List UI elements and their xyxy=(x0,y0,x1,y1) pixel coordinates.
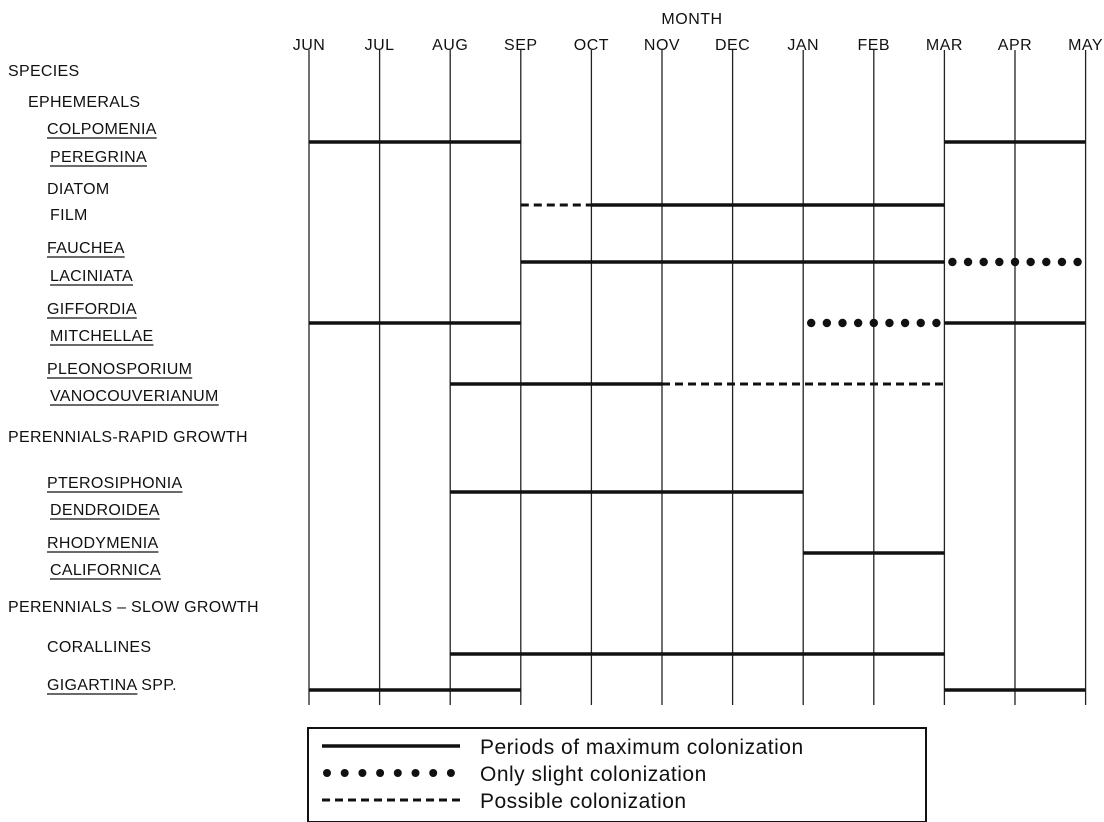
colonization-dot xyxy=(1073,257,1082,267)
colonization-dot xyxy=(948,257,957,267)
month-label-dec: DEC xyxy=(715,37,750,54)
month-label-nov: NOV xyxy=(644,37,680,54)
species-label-line: DIATOM xyxy=(47,181,110,198)
y-axis-title: SPECIES xyxy=(8,63,79,80)
legend-dot xyxy=(358,769,367,777)
group-label: PERENNIALS-RAPID GROWTH xyxy=(8,429,248,446)
legend-box xyxy=(307,727,927,822)
month-label-jun: JUN xyxy=(293,37,326,54)
month-label-jul: JUL xyxy=(365,37,395,54)
legend-dot xyxy=(411,769,420,777)
colonization-dot xyxy=(822,318,832,328)
species-label-line: COLPOMENIA xyxy=(47,121,157,138)
month-label-apr: APR xyxy=(998,37,1032,54)
colonization-dot xyxy=(885,318,894,328)
colonization-periods xyxy=(309,140,1086,692)
legend-dot xyxy=(376,769,385,777)
colonization-dot xyxy=(963,257,973,267)
species-label-line: FILM xyxy=(50,207,88,224)
x-axis-title: MONTH xyxy=(661,11,722,28)
legend-dot xyxy=(393,769,402,777)
group-label: PERENNIALS – SLOW GROWTH xyxy=(8,599,259,616)
species-label-line: GIFFORDIA xyxy=(47,301,137,318)
species-label-line: VANOCOUVERIANUM xyxy=(50,388,219,405)
legend: Periods of maximum colonization Only slig… xyxy=(307,727,927,822)
legend-dotted-sample xyxy=(323,769,455,777)
colonization-dot xyxy=(869,318,878,328)
colonization-dot xyxy=(916,318,925,328)
month-label-feb: FEB xyxy=(857,37,890,54)
month-label-sep: SEP xyxy=(504,37,538,54)
colonization-dot xyxy=(1042,257,1051,267)
species-label-line: GIGARTINA SPP. xyxy=(47,677,177,694)
colonization-dot xyxy=(1057,257,1067,267)
month-label-oct: OCT xyxy=(574,37,609,54)
legend-dot xyxy=(446,769,455,777)
legend-label-dotted: Only slight colonization xyxy=(480,763,707,786)
colonization-dot xyxy=(979,257,988,267)
species-label-line: FAUCHEA xyxy=(47,240,125,257)
colonization-dot xyxy=(1010,257,1020,267)
species-label-line: RHODYMENIA xyxy=(47,535,158,552)
month-labels: JUN JUL AUG SEP OCT NOV DEC JAN FEB MAR APR MAY xyxy=(293,37,1103,54)
legend-dot xyxy=(340,769,349,777)
species-labels: EPHEMERALS COLPOMENIA PEREGRINA DIATOM FILM F… xyxy=(8,94,259,695)
species-label-line: LACINIATA xyxy=(50,268,133,285)
colonization-dot xyxy=(932,318,941,328)
month-label-jan: JAN xyxy=(787,37,819,54)
month-gridlines xyxy=(308,50,1087,705)
month-label-aug: AUG xyxy=(432,37,468,54)
colonization-dot xyxy=(807,318,816,328)
colonization-dot xyxy=(838,318,847,328)
species-label-line: PTEROSIPHONIA xyxy=(47,475,183,492)
legend-label-dashed: Possible colonization xyxy=(480,790,687,813)
legend-label-solid: Periods of maximum colonization xyxy=(480,736,804,759)
colonization-dot xyxy=(900,318,910,328)
legend-dot xyxy=(323,769,331,777)
species-label-line: MITCHELLAE xyxy=(50,328,153,345)
species-label-line: CALIFORNICA xyxy=(50,562,161,579)
colonization-dot xyxy=(853,318,863,328)
species-label-line: DENDROIDEA xyxy=(50,502,160,519)
month-label-may: MAY xyxy=(1068,37,1103,54)
species-label-line: CORALLINES xyxy=(47,639,151,656)
legend-dot xyxy=(429,769,438,777)
month-label-mar: MAR xyxy=(926,37,963,54)
colonization-dot xyxy=(1026,257,1035,267)
period-giffordia-1-dotted xyxy=(807,318,941,328)
group-label: EPHEMERALS xyxy=(28,94,140,111)
species-label-line: PLEONOSPORIUM xyxy=(47,361,192,378)
species-label-line: PEREGRINA xyxy=(50,149,147,166)
period-fauchea-1-dotted xyxy=(948,257,1082,267)
colonization-dot xyxy=(995,257,1004,267)
